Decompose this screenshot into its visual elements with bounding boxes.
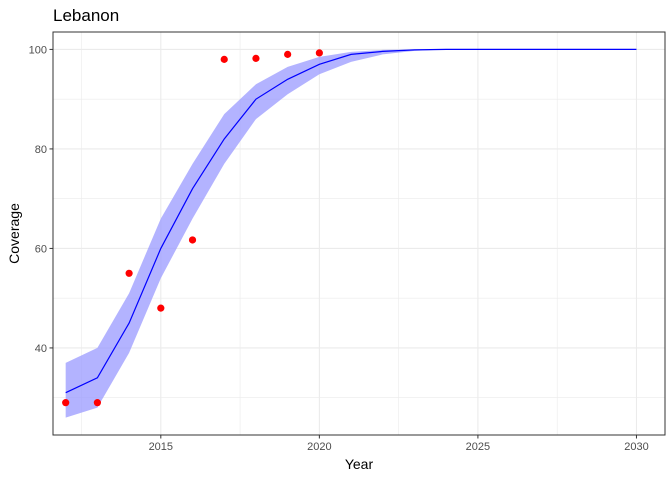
- y-tick-label: 100: [29, 44, 47, 56]
- observed-point: [252, 54, 260, 62]
- observed-point: [93, 399, 101, 407]
- observed-point: [284, 50, 292, 58]
- confidence-band: [65, 49, 637, 418]
- y-tick-label: 40: [35, 343, 47, 355]
- observed-point: [62, 399, 70, 407]
- confidence-band-layer: [65, 49, 637, 418]
- x-tick-label: 2030: [624, 441, 648, 453]
- observed-point: [188, 236, 197, 244]
- fitted-line-layer: [65, 48, 637, 394]
- y-tick-label: 80: [35, 144, 47, 156]
- observed-point: [220, 55, 228, 63]
- observed-points-layer: [62, 49, 323, 407]
- chart-title: Lebanon: [53, 6, 119, 25]
- y-axis-ticks: 40 60 80 100: [29, 44, 53, 355]
- x-tick-label: 2015: [149, 441, 173, 453]
- fitted-line: [65, 48, 637, 394]
- x-tick-label: 2025: [466, 441, 490, 453]
- y-axis-title: Coverage: [6, 203, 22, 264]
- y-tick-label: 60: [35, 243, 47, 255]
- x-axis-ticks: 2015 2020 2025 2030: [149, 435, 649, 453]
- x-axis-title: Year: [345, 456, 374, 472]
- observed-point: [125, 269, 133, 277]
- observed-point: [315, 49, 323, 57]
- observed-point: [157, 304, 165, 312]
- x-tick-label: 2020: [307, 441, 331, 453]
- plot-panel: [53, 32, 665, 435]
- panel-border: [52, 31, 666, 436]
